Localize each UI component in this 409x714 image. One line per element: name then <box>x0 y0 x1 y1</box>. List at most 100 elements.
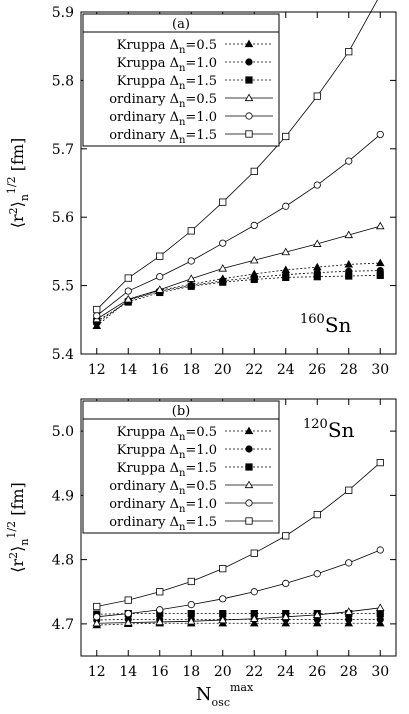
x-tick-label: 22 <box>245 362 263 378</box>
data-point-4 <box>219 239 227 247</box>
data-point-3 <box>281 612 291 620</box>
data-point-4 <box>187 600 195 609</box>
legend-label-2: Kruppa Δn=1.5 <box>117 461 217 479</box>
data-point-5 <box>156 588 164 596</box>
data-point-5 <box>345 48 353 56</box>
y-tick-label: 5.7 <box>52 142 74 158</box>
data-point-3 <box>312 610 322 618</box>
data-point-3 <box>281 247 291 256</box>
legend-label-2: Kruppa Δn=1.5 <box>117 74 217 92</box>
panel-a-chart: 5.4 5.5 5.6 5.7 5.8 5.9 12 14 16 18 20 22 24 26 28 30 ⟨r… <box>5 0 397 378</box>
data-point-4 <box>250 221 258 230</box>
data-point-5 <box>93 305 101 314</box>
data-point-4 <box>345 157 353 165</box>
legend-marker-1 <box>245 445 253 453</box>
x-tick-label: 24 <box>277 664 295 680</box>
legend-marker-4 <box>245 499 253 507</box>
legend-label-1: Kruppa Δn=1.0 <box>117 56 217 74</box>
legend-marker-0 <box>244 39 254 48</box>
series-line-5 <box>96 462 381 607</box>
data-point-5 <box>250 549 258 557</box>
panel-label: (a) <box>172 17 190 32</box>
data-point-5 <box>93 602 101 611</box>
legend-marker-1 <box>245 58 253 66</box>
series-line-4 <box>96 134 381 317</box>
data-point-4 <box>376 130 384 139</box>
nucleus-label: 160Sn <box>300 312 352 337</box>
x-tick-label: 26 <box>308 664 326 680</box>
series-line-0 <box>96 622 381 626</box>
data-point-4 <box>282 202 290 210</box>
data-point-5 <box>376 459 384 467</box>
data-point-5 <box>313 92 321 100</box>
data-point-5 <box>187 577 195 586</box>
legend-marker-3 <box>244 93 254 102</box>
data-point-5 <box>124 596 132 604</box>
legend-marker-5 <box>245 130 253 138</box>
data-point-3 <box>186 274 196 282</box>
data-point-5 <box>345 486 353 494</box>
series-line-2 <box>96 613 381 615</box>
data-point-4 <box>124 609 132 618</box>
data-point-2 <box>187 282 195 290</box>
legend-marker-5 <box>245 517 253 525</box>
data-point-4 <box>345 559 353 567</box>
data-point-2 <box>376 271 384 279</box>
x-tick-label: 30 <box>371 664 389 680</box>
x-axis-label: Noscmax <box>196 681 254 709</box>
data-point-2 <box>187 609 195 618</box>
data-point-3 <box>312 239 322 247</box>
legend-label-4: ordinary Δn=1.0 <box>109 497 217 515</box>
panel-b-chart: 4.7 4.8 4.9 5.0 12 14 16 18 20 22 24 26 28 30 ⟨r2⟩n1/2… <box>5 398 397 709</box>
data-point-4 <box>282 579 290 587</box>
data-point-3 <box>249 255 259 264</box>
panel-label: (b) <box>172 404 190 419</box>
data-point-5 <box>219 198 227 206</box>
legend-label-5: ordinary Δn=1.5 <box>109 128 217 146</box>
data-point-4 <box>93 312 101 320</box>
data-point-5 <box>313 511 321 519</box>
data-point-3 <box>155 285 165 293</box>
data-point-2 <box>376 609 384 618</box>
data-point-5 <box>219 565 227 573</box>
x-tick-label: 22 <box>245 664 263 680</box>
data-point-4 <box>313 570 321 578</box>
x-tick-label: 30 <box>371 362 389 378</box>
data-point-3 <box>123 294 133 303</box>
series-line-5 <box>96 0 378 310</box>
x-tick-label: 12 <box>88 362 106 378</box>
data-point-4 <box>250 588 258 596</box>
data-point-2 <box>313 273 321 281</box>
legend-marker-2 <box>245 76 253 84</box>
x-tick-label: 20 <box>214 362 232 378</box>
x-tick-label: 16 <box>151 362 169 378</box>
y-tick-label: 4.9 <box>52 488 74 504</box>
x-tick-label: 14 <box>119 362 137 378</box>
data-point-4 <box>219 595 227 603</box>
x-tick-label: 26 <box>308 362 326 378</box>
x-tick-label: 18 <box>182 362 200 378</box>
data-point-0 <box>344 259 354 268</box>
y-tick-label: 4.7 <box>52 617 74 633</box>
data-point-4 <box>156 606 164 614</box>
y-tick-label: 5.0 <box>52 424 74 440</box>
legend-label-3: ordinary Δn=0.5 <box>109 92 217 110</box>
series-line-2 <box>96 274 381 322</box>
x-tick-label: 24 <box>277 362 295 378</box>
data-point-5 <box>250 167 258 175</box>
data-point-3 <box>218 264 228 272</box>
y-axis-label: ⟨r2⟩n1/2 [fm] <box>5 138 31 229</box>
y-axis-label: ⟨r2⟩n1/2 [fm] <box>5 482 31 573</box>
y-tick-label: 5.6 <box>52 210 74 226</box>
x-tick-label: 20 <box>214 664 232 680</box>
x-tick-label: 12 <box>88 664 106 680</box>
data-point-3 <box>344 230 354 239</box>
legend-label-1: Kruppa Δn=1.0 <box>117 443 217 461</box>
x-tick-label: 14 <box>119 664 137 680</box>
data-point-4 <box>313 181 321 189</box>
plot-frame <box>80 11 397 355</box>
data-point-0 <box>312 262 322 271</box>
data-point-3 <box>92 618 102 627</box>
plot-frame <box>80 398 397 657</box>
